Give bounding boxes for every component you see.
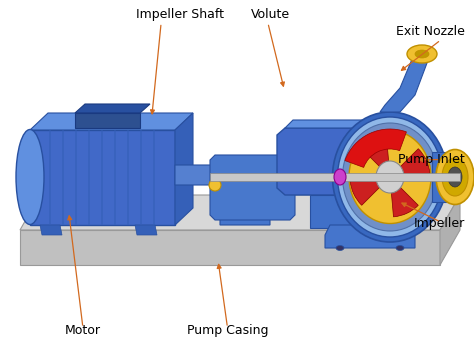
Ellipse shape: [334, 169, 346, 185]
Ellipse shape: [442, 158, 468, 196]
Ellipse shape: [336, 245, 344, 251]
Wedge shape: [345, 129, 406, 167]
Ellipse shape: [376, 161, 404, 193]
Ellipse shape: [337, 117, 443, 237]
Polygon shape: [380, 52, 430, 112]
Text: Exit Nozzle: Exit Nozzle: [396, 25, 465, 38]
Text: Pump Casing: Pump Casing: [187, 324, 268, 337]
Polygon shape: [175, 165, 220, 185]
Polygon shape: [285, 120, 378, 128]
Wedge shape: [362, 137, 390, 174]
Ellipse shape: [349, 130, 431, 223]
Ellipse shape: [436, 150, 474, 204]
Polygon shape: [277, 128, 378, 195]
Ellipse shape: [396, 245, 404, 251]
Ellipse shape: [448, 167, 462, 187]
Ellipse shape: [407, 45, 437, 63]
Ellipse shape: [332, 112, 447, 242]
Polygon shape: [75, 113, 140, 128]
Wedge shape: [391, 180, 418, 217]
Text: Impeller: Impeller: [413, 217, 465, 230]
Polygon shape: [40, 225, 62, 235]
Polygon shape: [220, 188, 270, 225]
Text: Impeller Shaft: Impeller Shaft: [136, 8, 224, 21]
Text: Pump Inlet: Pump Inlet: [398, 153, 465, 166]
Text: Volute: Volute: [251, 8, 290, 21]
Polygon shape: [440, 195, 460, 265]
Polygon shape: [75, 104, 150, 113]
Ellipse shape: [16, 129, 44, 225]
Polygon shape: [175, 113, 193, 225]
Wedge shape: [393, 149, 430, 177]
Wedge shape: [350, 177, 386, 205]
Polygon shape: [20, 230, 440, 265]
Bar: [210, 173, 460, 181]
Ellipse shape: [343, 123, 438, 231]
Polygon shape: [20, 195, 460, 230]
Polygon shape: [210, 155, 295, 220]
Polygon shape: [432, 152, 456, 202]
Polygon shape: [310, 195, 360, 228]
Ellipse shape: [209, 179, 221, 191]
Polygon shape: [370, 120, 378, 195]
Text: Motor: Motor: [65, 324, 101, 337]
Polygon shape: [135, 225, 157, 235]
Polygon shape: [325, 225, 415, 248]
Polygon shape: [30, 130, 175, 225]
Ellipse shape: [415, 50, 429, 58]
Polygon shape: [30, 113, 193, 130]
